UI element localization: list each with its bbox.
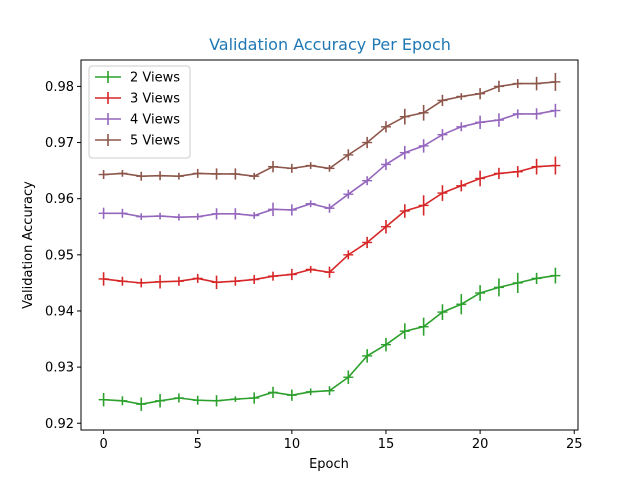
series-line	[103, 164, 556, 284]
y-tick-label: 0.94	[45, 304, 74, 319]
x-tick-label: 10	[284, 437, 301, 452]
legend-label: 4 Views	[130, 113, 180, 128]
series-3	[98, 103, 561, 221]
x-tick-label: 0	[99, 437, 107, 452]
x-tick-label: 15	[378, 437, 395, 452]
plot-area	[98, 72, 561, 411]
series-4	[98, 72, 561, 181]
legend-label: 3 Views	[130, 92, 180, 107]
legend-entry: 3 Views	[95, 92, 180, 107]
y-tick-label: 0.96	[45, 192, 74, 207]
x-tick-label: 5	[194, 437, 202, 452]
legend-label: 5 Views	[130, 134, 180, 149]
x-axis: 0 5 10 15 20 25	[99, 430, 583, 452]
y-tick-label: 0.93	[45, 361, 74, 376]
y-tick-label: 0.95	[45, 248, 74, 263]
y-tick-label: 0.98	[45, 80, 74, 95]
x-tick-label: 20	[472, 437, 489, 452]
legend-entry: 2 Views	[95, 71, 180, 86]
legend-label: 2 Views	[130, 71, 180, 86]
series-2	[98, 156, 561, 290]
y-tick-label: 0.97	[45, 136, 74, 151]
x-tick-label: 25	[566, 437, 583, 452]
plot-frame	[80, 59, 579, 431]
series-1	[98, 267, 561, 411]
y-tick-label: 0.92	[45, 417, 74, 432]
y-axis-label: Validation Accuracy	[21, 181, 36, 309]
x-axis-label: Epoch	[309, 457, 349, 472]
y-axis: 0.92 0.93 0.94 0.95 0.96 0.97 0.98	[45, 80, 81, 432]
legend-entry: 4 Views	[95, 113, 180, 128]
series-line	[103, 274, 556, 405]
legend-box	[88, 65, 191, 159]
chart-title: Validation Accuracy Per Epoch	[209, 35, 451, 54]
legend: 2 Views 3 Views 4 Views 5 Views	[88, 65, 191, 159]
legend-entry: 5 Views	[95, 134, 180, 149]
